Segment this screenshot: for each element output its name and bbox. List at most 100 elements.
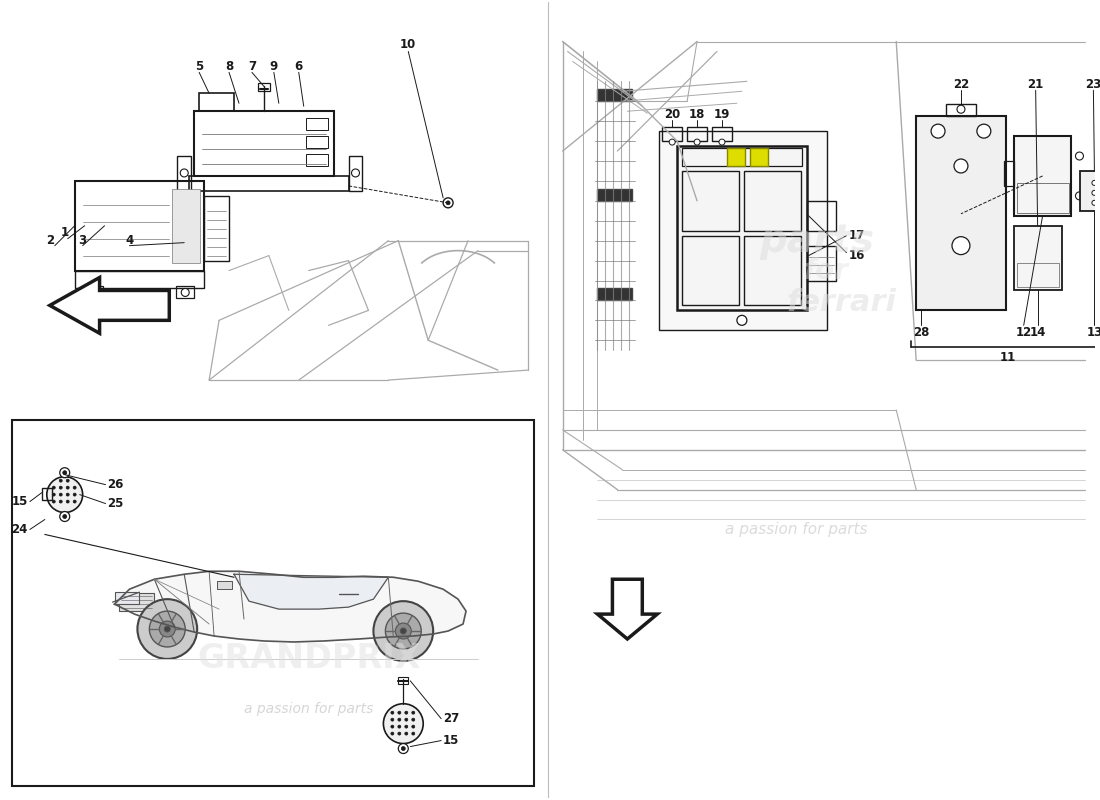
Bar	[195, 111, 333, 176]
Circle shape	[402, 746, 405, 750]
Circle shape	[447, 201, 450, 205]
Bar	[398, 677, 408, 684]
Bar	[727, 148, 745, 166]
Text: 8: 8	[224, 60, 233, 73]
Bar	[597, 289, 632, 301]
Bar	[744, 171, 801, 230]
Circle shape	[47, 477, 82, 513]
Circle shape	[385, 613, 421, 649]
Text: 21: 21	[1027, 78, 1044, 91]
Bar	[597, 189, 632, 201]
Bar	[349, 156, 363, 191]
Bar	[946, 104, 976, 116]
Circle shape	[405, 725, 408, 728]
Circle shape	[405, 718, 408, 721]
Bar	[85, 286, 102, 298]
Bar	[662, 127, 682, 141]
Bar	[1014, 136, 1071, 216]
Bar	[682, 148, 802, 166]
Circle shape	[74, 500, 76, 503]
Circle shape	[1076, 192, 1084, 200]
Text: 12: 12	[1015, 326, 1032, 338]
Circle shape	[180, 169, 188, 177]
Circle shape	[150, 611, 185, 647]
Bar	[712, 127, 732, 141]
Circle shape	[74, 493, 76, 496]
Text: a passion for parts: a passion for parts	[725, 522, 868, 537]
Text: 15: 15	[443, 734, 460, 747]
Bar	[1014, 226, 1062, 290]
Text: 9: 9	[270, 60, 278, 73]
Circle shape	[59, 493, 63, 496]
Bar	[176, 286, 195, 298]
Circle shape	[53, 493, 55, 496]
Bar	[306, 154, 328, 166]
Text: 16: 16	[848, 249, 865, 262]
Circle shape	[66, 500, 69, 503]
Circle shape	[952, 237, 970, 254]
Bar	[806, 201, 836, 230]
Text: a passion for parts: a passion for parts	[244, 702, 373, 716]
Circle shape	[59, 511, 69, 522]
Bar	[177, 156, 191, 191]
Bar	[75, 181, 205, 270]
Circle shape	[384, 704, 424, 743]
Polygon shape	[597, 579, 657, 639]
Bar	[659, 131, 826, 330]
Bar	[306, 136, 328, 148]
Text: 28: 28	[913, 326, 930, 338]
Bar	[682, 171, 739, 230]
Text: 3: 3	[78, 234, 87, 247]
Text: 20: 20	[664, 108, 680, 121]
Text: 5: 5	[195, 60, 204, 73]
Circle shape	[59, 486, 63, 489]
Bar	[205, 196, 229, 261]
Circle shape	[390, 732, 394, 735]
Circle shape	[400, 628, 406, 634]
Circle shape	[1076, 152, 1084, 160]
Text: 24: 24	[11, 523, 28, 536]
Circle shape	[395, 623, 411, 639]
Circle shape	[1092, 190, 1097, 195]
Circle shape	[59, 468, 69, 478]
Circle shape	[737, 315, 747, 326]
Bar	[306, 118, 328, 130]
Text: 25: 25	[108, 497, 124, 510]
Bar	[199, 94, 234, 111]
Bar	[12, 420, 534, 786]
Circle shape	[373, 601, 433, 661]
Bar	[257, 83, 270, 91]
Circle shape	[390, 725, 394, 728]
Circle shape	[1092, 181, 1097, 186]
Circle shape	[182, 289, 189, 297]
Text: ferrari: ferrari	[786, 288, 896, 317]
Circle shape	[53, 486, 55, 489]
Circle shape	[443, 198, 453, 208]
Circle shape	[63, 514, 67, 518]
Text: GRANDPRIX: GRANDPRIX	[197, 642, 420, 675]
Text: parts: parts	[759, 222, 874, 260]
Bar	[916, 116, 1005, 310]
Bar	[120, 593, 154, 611]
Text: 22: 22	[953, 78, 969, 91]
Circle shape	[398, 743, 408, 754]
Bar	[1016, 262, 1058, 287]
Text: 4: 4	[125, 234, 133, 247]
Bar	[678, 146, 806, 310]
Circle shape	[719, 139, 725, 145]
Text: 2: 2	[46, 234, 54, 247]
Bar	[189, 176, 349, 191]
Text: 1: 1	[60, 226, 69, 239]
Text: 14: 14	[1030, 326, 1046, 338]
Circle shape	[66, 493, 69, 496]
Text: 23: 23	[1086, 78, 1100, 91]
Circle shape	[63, 470, 67, 474]
Polygon shape	[234, 574, 388, 609]
Circle shape	[390, 718, 394, 721]
Text: 10: 10	[400, 38, 417, 51]
Text: 18: 18	[689, 108, 705, 121]
Circle shape	[53, 500, 55, 503]
Circle shape	[954, 159, 968, 173]
Bar	[750, 148, 768, 166]
Circle shape	[411, 725, 415, 728]
